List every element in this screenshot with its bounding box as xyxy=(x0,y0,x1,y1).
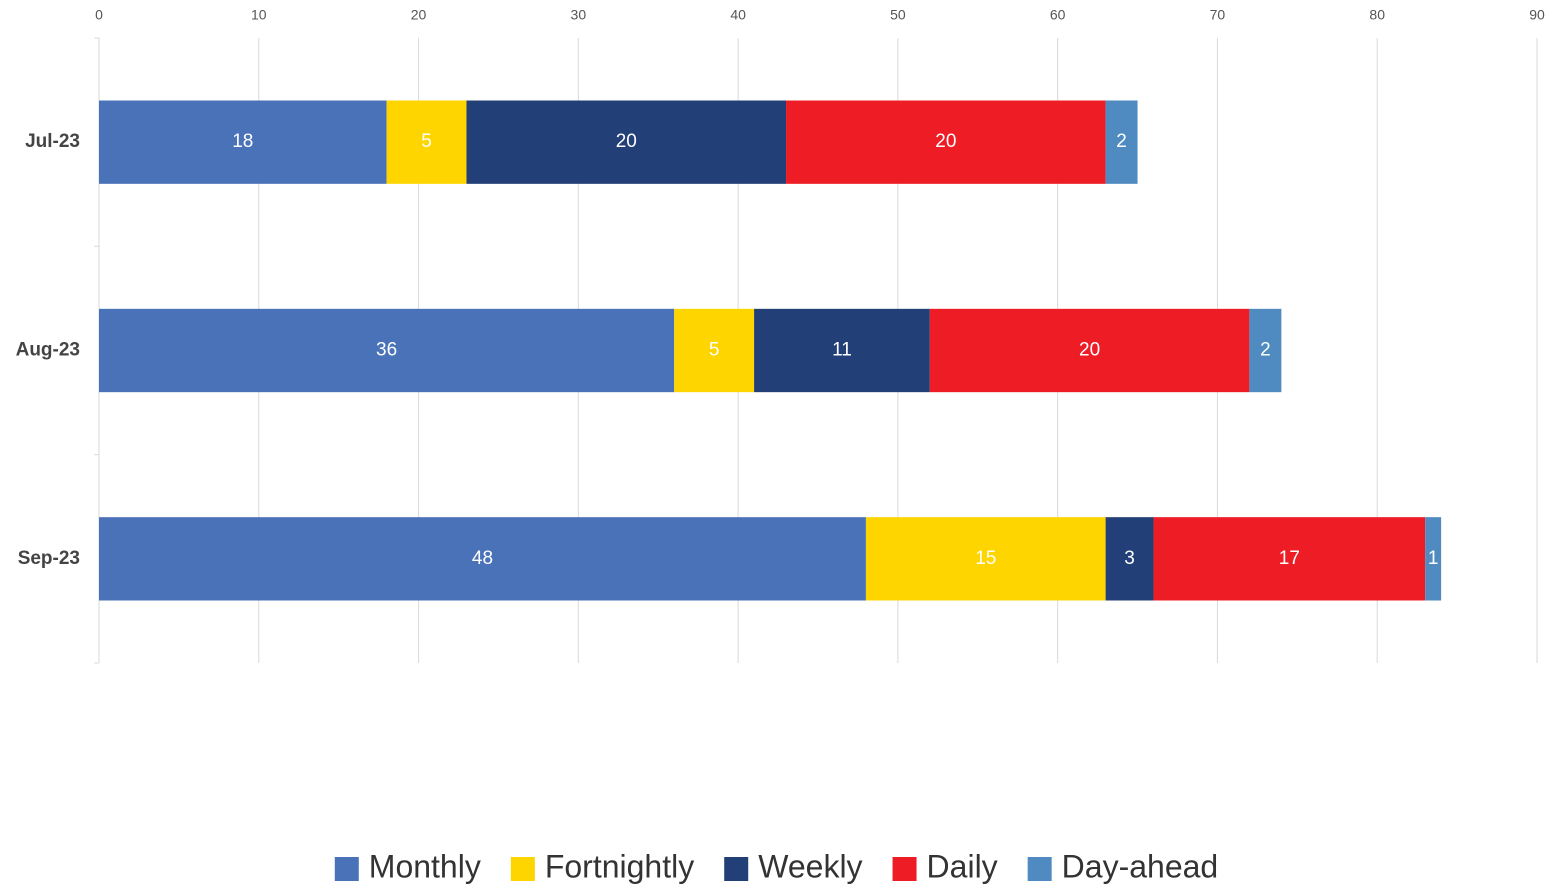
x-tick-label: 90 xyxy=(1529,7,1545,23)
x-tick-label: 70 xyxy=(1210,7,1226,23)
bar-segment xyxy=(386,100,467,184)
bar-segment xyxy=(929,308,1250,393)
data-label: 48 xyxy=(472,548,493,569)
data-label: 20 xyxy=(935,131,956,152)
bar-segment xyxy=(786,100,1106,184)
data-label: 3 xyxy=(1124,548,1135,569)
data-label: 5 xyxy=(709,340,720,361)
x-tick-label: 60 xyxy=(1050,7,1066,23)
bar-segment xyxy=(99,100,387,184)
x-tick-label: 50 xyxy=(890,7,906,23)
legend-label: Daily xyxy=(927,848,998,884)
x-tick-label: 30 xyxy=(571,7,587,23)
y-tick-label: Sep-23 xyxy=(18,548,80,569)
data-label: 36 xyxy=(376,340,397,361)
legend-swatch xyxy=(892,857,917,881)
x-tick-label: 80 xyxy=(1369,7,1385,23)
y-tick-label: Jul-23 xyxy=(25,131,80,152)
legend-label: Monthly xyxy=(369,848,481,884)
data-label: 5 xyxy=(421,131,432,152)
bar-segment xyxy=(865,517,1106,601)
legend-swatch xyxy=(334,857,359,881)
bar-segment xyxy=(1425,517,1442,601)
legend-label: Day-ahead xyxy=(1062,848,1219,884)
data-label: 15 xyxy=(975,548,996,569)
x-tick-label: 40 xyxy=(730,7,746,23)
legend-label: Weekly xyxy=(758,848,862,884)
bar-segment xyxy=(754,308,930,393)
legend-swatch xyxy=(724,857,749,881)
data-label: 20 xyxy=(616,131,637,152)
x-tick-label: 0 xyxy=(95,7,103,23)
bar-segment xyxy=(466,100,787,184)
bar-segment xyxy=(1249,308,1282,393)
bar-segment xyxy=(1105,100,1138,184)
data-label: 2 xyxy=(1260,340,1271,361)
data-label: 1 xyxy=(1428,548,1439,569)
bar-segment xyxy=(1153,517,1426,601)
bar-segment xyxy=(1105,517,1154,601)
data-label: 20 xyxy=(1079,340,1100,361)
data-label: 2 xyxy=(1116,131,1127,152)
legend-label: Fortnightly xyxy=(545,848,694,884)
bar-segment xyxy=(99,517,866,601)
data-label: 11 xyxy=(832,340,852,361)
y-tick-label: Aug-23 xyxy=(16,340,80,361)
bar-segment xyxy=(99,308,675,393)
bar-segment xyxy=(674,308,755,393)
x-tick-label: 20 xyxy=(411,7,427,23)
data-label: 18 xyxy=(232,131,253,152)
data-label: 17 xyxy=(1279,548,1300,569)
legend-swatch xyxy=(1027,857,1052,881)
x-tick-label: 10 xyxy=(251,7,267,23)
legend-swatch xyxy=(510,857,535,881)
